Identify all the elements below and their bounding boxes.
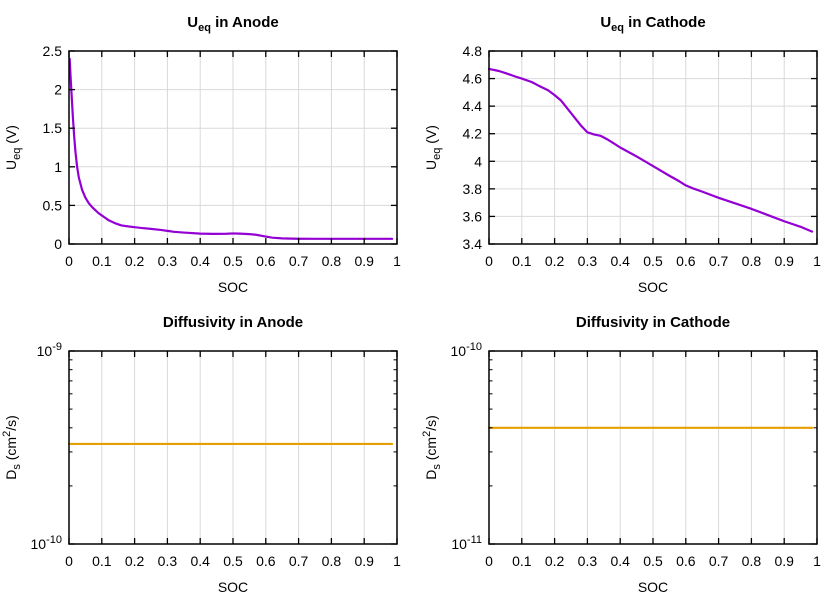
x-tick-label: 0.6 <box>256 553 276 569</box>
x-tick-label: 0 <box>65 253 73 269</box>
y-axis-label: Ueq (V) <box>3 125 23 170</box>
plot-title: Ueq in Anode <box>187 14 278 34</box>
x-tick-label: 0.2 <box>545 553 565 569</box>
x-tick-label: 0.6 <box>256 253 276 269</box>
x-tick-label: 0.5 <box>643 253 663 269</box>
x-tick-label: 0.7 <box>709 253 729 269</box>
x-axis-label: SOC <box>218 579 248 595</box>
ueq-anode-plot: 0 0.1 0.2 0.3 0.4 0.5 0.6 0.7 0.8 0.9 1 0 0.5 1 1.5 2 2.… <box>3 14 401 295</box>
x-tick-label: 0 <box>485 253 493 269</box>
y-axis-label: Ds (cm2/s) <box>1 415 23 480</box>
x-tick-label: 1 <box>813 553 821 569</box>
x-axis-label: SOC <box>638 279 668 295</box>
x-tick-label: 0 <box>485 553 493 569</box>
plot-title: Diffusivity in Cathode <box>576 314 730 331</box>
x-tick-label: 0.2 <box>125 553 145 569</box>
x-tick-label: 0.9 <box>354 553 374 569</box>
x-tick-label: 0.8 <box>322 253 342 269</box>
panel-ueq-cathode: 0 0.1 0.2 0.3 0.4 0.5 0.6 0.7 0.8 0.9 1 3.4 3.6 3.8 4 4… <box>420 0 840 300</box>
y-tick-label: 3.6 <box>463 208 483 224</box>
y-tick-label: 0.5 <box>43 197 63 213</box>
x-tick-label: 0.9 <box>774 253 794 269</box>
x-tick-label: 0.7 <box>709 553 729 569</box>
y-tick-label: 10-10 <box>31 534 62 552</box>
diffusivity-cathode-plot: 0 0.1 0.2 0.3 0.4 0.5 0.6 0.7 0.8 0.9 1 10-11 10-10 D… <box>421 314 821 595</box>
x-tick-label: 0.9 <box>774 553 794 569</box>
x-tick-label: 0.2 <box>545 253 565 269</box>
x-tick-label: 0.4 <box>610 253 630 269</box>
panel-diffusivity-anode: 0 0.1 0.2 0.3 0.4 0.5 0.6 0.7 0.8 0.9 1 10-10 10-9 Di… <box>0 300 420 600</box>
x-tick-label: 0.8 <box>742 253 762 269</box>
x-tick-label: 1 <box>813 253 821 269</box>
y-tick-label: 10-9 <box>37 341 62 359</box>
y-axis-label: Ueq (V) <box>423 125 443 170</box>
x-tick-label: 0.1 <box>512 553 532 569</box>
y-tick-label: 0 <box>54 236 62 252</box>
x-tick-label: 0.4 <box>190 253 210 269</box>
x-tick-label: 0.4 <box>610 553 630 569</box>
x-tick-label: 0.8 <box>322 553 342 569</box>
x-tick-label: 0.1 <box>512 253 532 269</box>
x-tick-label: 0.3 <box>158 253 178 269</box>
y-tick-label: 3.4 <box>463 236 483 252</box>
x-tick-label: 0.4 <box>190 553 210 569</box>
y-tick-label: 10-11 <box>451 534 482 552</box>
x-tick-label: 0.5 <box>643 553 663 569</box>
y-tick-label: 4.2 <box>463 126 483 142</box>
x-tick-label: 1 <box>393 553 401 569</box>
y-tick-label: 10-10 <box>451 341 482 359</box>
x-tick-label: 0.3 <box>578 553 598 569</box>
x-tick-label: 0.8 <box>742 553 762 569</box>
ueq-cathode-plot: 0 0.1 0.2 0.3 0.4 0.5 0.6 0.7 0.8 0.9 1 3.4 3.6 3.8 4 4… <box>423 14 821 295</box>
y-tick-label: 4.4 <box>463 98 483 114</box>
x-axis-label: SOC <box>218 279 248 295</box>
x-tick-label: 0.1 <box>92 253 112 269</box>
x-tick-label: 0.9 <box>354 253 374 269</box>
x-tick-label: 0.3 <box>158 553 178 569</box>
plot-title: Diffusivity in Anode <box>163 314 303 331</box>
x-tick-label: 0.7 <box>289 553 309 569</box>
y-tick-label: 4.8 <box>463 43 483 59</box>
ueq-cathode-curve <box>487 67 814 233</box>
x-tick-label: 0.3 <box>578 253 598 269</box>
x-tick-label: 0.2 <box>125 253 145 269</box>
x-tick-label: 0.5 <box>223 553 243 569</box>
ueq-anode-curve <box>68 57 394 240</box>
panel-diffusivity-cathode: 0 0.1 0.2 0.3 0.4 0.5 0.6 0.7 0.8 0.9 1 10-11 10-10 D… <box>420 300 840 600</box>
y-tick-label: 4.6 <box>463 71 483 87</box>
y-axis-label: Ds (cm2/s) <box>421 415 443 480</box>
diffusivity-anode-plot: 0 0.1 0.2 0.3 0.4 0.5 0.6 0.7 0.8 0.9 1 10-10 10-9 Di… <box>1 314 401 595</box>
x-tick-label: 0.5 <box>223 253 243 269</box>
y-tick-label: 1 <box>54 159 62 175</box>
x-tick-label: 0.1 <box>92 553 112 569</box>
y-tick-label: 2 <box>54 82 62 98</box>
y-tick-label: 2.5 <box>43 43 63 59</box>
y-tick-label: 1.5 <box>43 120 63 136</box>
panel-ueq-anode: 0 0.1 0.2 0.3 0.4 0.5 0.6 0.7 0.8 0.9 1 0 0.5 1 1.5 2 2.… <box>0 0 420 300</box>
x-tick-label: 1 <box>393 253 401 269</box>
x-axis-label: SOC <box>638 579 668 595</box>
plot-title: Ueq in Cathode <box>600 14 705 34</box>
y-tick-label: 4 <box>474 153 482 169</box>
x-tick-label: 0.6 <box>676 253 696 269</box>
y-tick-label: 3.8 <box>463 181 483 197</box>
x-tick-label: 0.6 <box>676 553 696 569</box>
x-tick-label: 0.7 <box>289 253 309 269</box>
x-tick-label: 0 <box>65 553 73 569</box>
